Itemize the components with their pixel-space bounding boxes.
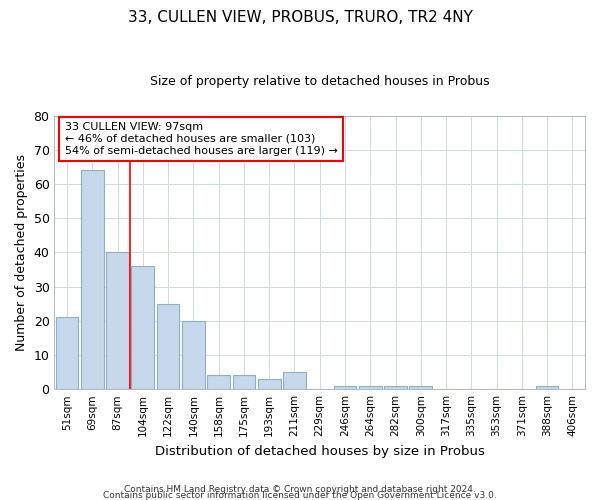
Text: Contains HM Land Registry data © Crown copyright and database right 2024.: Contains HM Land Registry data © Crown c…: [124, 484, 476, 494]
Text: 33, CULLEN VIEW, PROBUS, TRURO, TR2 4NY: 33, CULLEN VIEW, PROBUS, TRURO, TR2 4NY: [128, 10, 472, 25]
Bar: [359, 386, 382, 389]
Bar: [536, 386, 559, 389]
Text: Contains public sector information licensed under the Open Government Licence v3: Contains public sector information licen…: [103, 490, 497, 500]
X-axis label: Distribution of detached houses by size in Probus: Distribution of detached houses by size …: [155, 444, 485, 458]
Bar: [106, 252, 129, 389]
Bar: [157, 304, 179, 389]
Bar: [207, 376, 230, 389]
Bar: [384, 386, 407, 389]
Bar: [409, 386, 432, 389]
Bar: [56, 318, 79, 389]
Bar: [233, 376, 255, 389]
Y-axis label: Number of detached properties: Number of detached properties: [15, 154, 28, 351]
Bar: [334, 386, 356, 389]
Bar: [258, 379, 281, 389]
Title: Size of property relative to detached houses in Probus: Size of property relative to detached ho…: [150, 75, 490, 88]
Text: 33 CULLEN VIEW: 97sqm
← 46% of detached houses are smaller (103)
54% of semi-det: 33 CULLEN VIEW: 97sqm ← 46% of detached …: [65, 122, 338, 156]
Bar: [81, 170, 104, 389]
Bar: [182, 321, 205, 389]
Bar: [283, 372, 306, 389]
Bar: [131, 266, 154, 389]
